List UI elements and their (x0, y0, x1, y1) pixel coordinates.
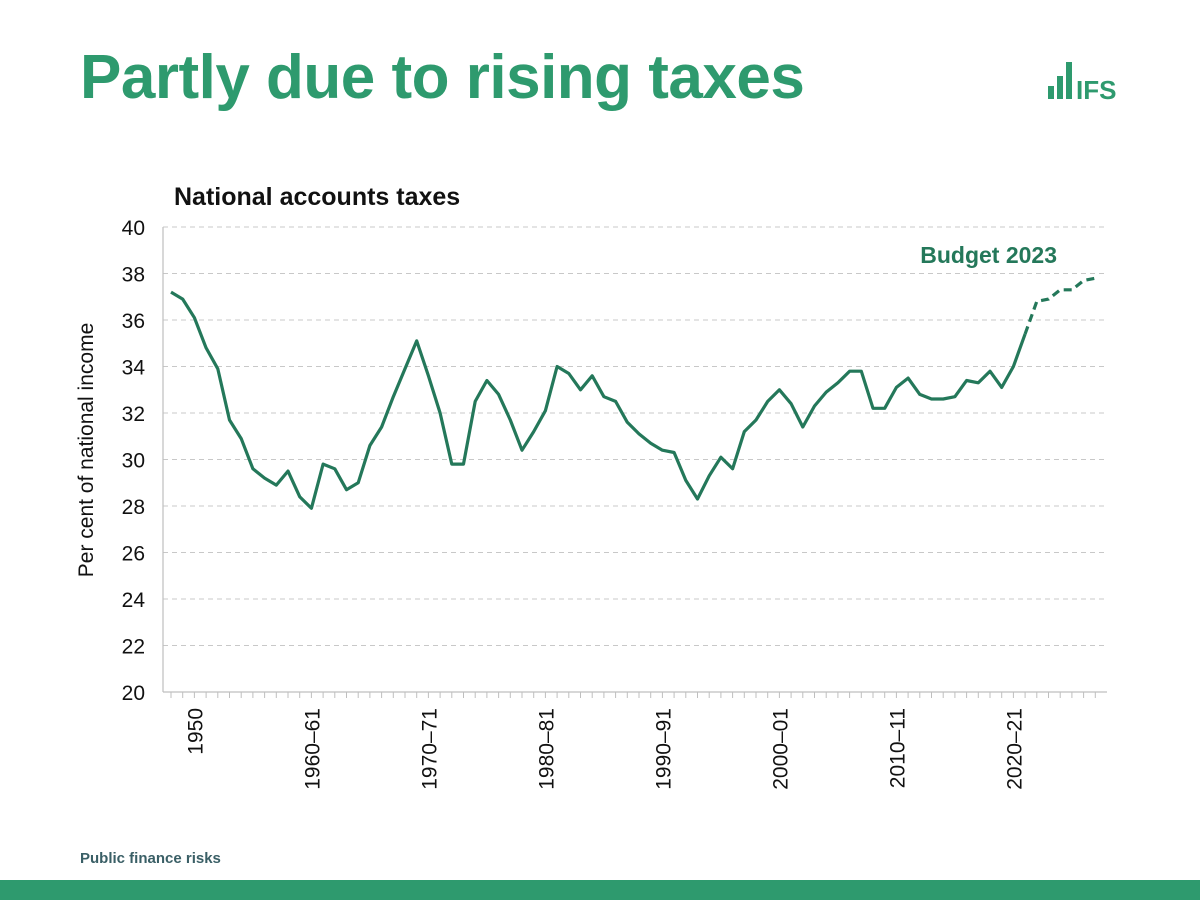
y-tick-label: 22 (122, 636, 145, 659)
y-tick-label: 20 (122, 682, 145, 705)
y-tick-label: 24 (122, 589, 146, 612)
series-lines (170, 276, 1096, 510)
y-axis-label: Per cent of national income (75, 323, 98, 577)
axes (162, 227, 1107, 698)
x-tick-label: 1970–71 (418, 708, 441, 790)
x-tick-label: 1950 (184, 708, 207, 755)
y-tick-label: 40 (122, 217, 145, 240)
chart-title: National accounts taxes (174, 183, 461, 211)
x-tick-label: 2010–11 (886, 708, 909, 788)
footer-bar (0, 880, 1200, 900)
y-tick-labels: 20 22 24 26 28 30 32 34 36 38 40 (122, 217, 146, 705)
y-tick-label: 32 (122, 403, 145, 426)
x-tick-label: 2020–21 (1003, 708, 1026, 790)
x-tick-label: 1960–61 (301, 708, 324, 790)
y-tick-label: 34 (122, 357, 146, 380)
y-tick-label: 26 (122, 543, 145, 566)
series-line-outturn (170, 290, 1027, 510)
y-tick-label: 38 (122, 264, 145, 287)
footer-label: Public finance risks (80, 850, 221, 867)
series-line-forecast (1023, 276, 1096, 335)
x-tick-label: 1980–81 (535, 708, 558, 790)
y-tick-label: 30 (122, 450, 145, 473)
y-tick-label: 36 (122, 310, 145, 333)
logo-text: IFS (1076, 75, 1116, 104)
x-tick-label: 1990–91 (652, 708, 675, 790)
slide-title: Partly due to rising taxes (80, 43, 805, 112)
gridlines (163, 226, 1107, 646)
budget-2023-annotation: Budget 2023 (920, 242, 1057, 268)
y-tick-label: 28 (122, 496, 145, 519)
x-tick-label: 2000–01 (769, 708, 792, 790)
x-tick-labels: 1950 1960–61 1970–71 1980–81 1990–91 2000–01 2… (184, 708, 1026, 790)
ifs-logo: IFS (1048, 60, 1124, 104)
